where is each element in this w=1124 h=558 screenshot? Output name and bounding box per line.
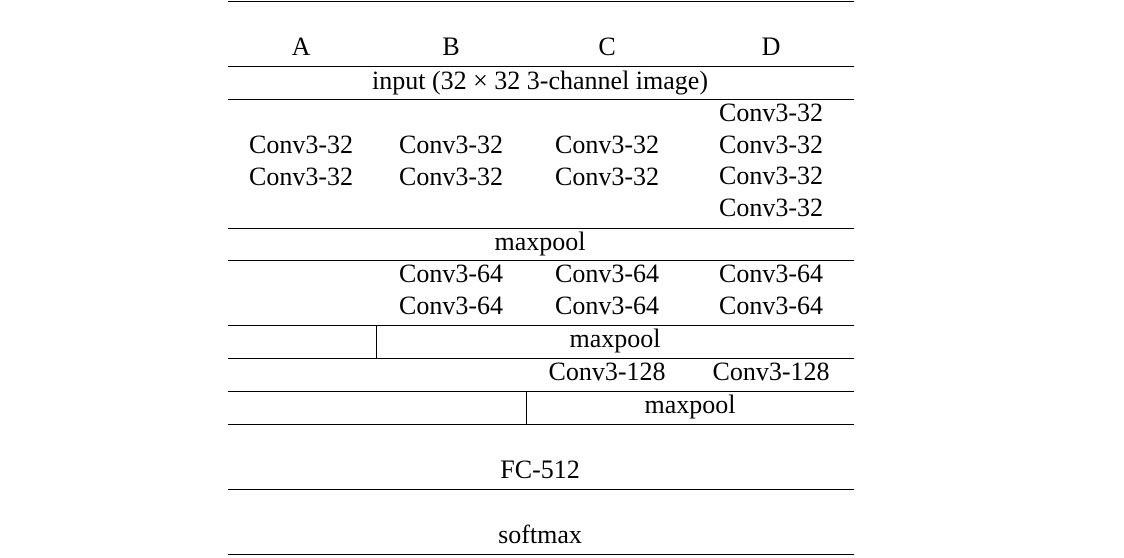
block3-column-c: Conv3-128 (548, 357, 666, 386)
input-rule (228, 99, 854, 100)
conv-layer: Conv3-32 (555, 161, 659, 191)
maxpool2-separator (376, 325, 377, 358)
input-row: input (32 × 32 3-channel image) (372, 66, 708, 95)
conv-layer: Conv3-32 (719, 192, 823, 222)
maxpool3-separator (526, 391, 527, 424)
conv-layer: Conv3-32 (249, 130, 353, 159)
fc-row: FC-512 (500, 455, 580, 484)
conv-layer: Conv3-64 (555, 290, 659, 320)
fc-rule (228, 489, 854, 490)
block2-column-b: Conv3-64 Conv3-64 (399, 258, 503, 321)
column-header-b: B (442, 32, 460, 61)
table-top-rule (228, 1, 854, 2)
table-bottom-rule (228, 554, 854, 555)
conv-layer: Conv3-64 (719, 290, 823, 320)
block2-column-c: Conv3-64 Conv3-64 (555, 258, 659, 321)
column-header-a: A (291, 32, 311, 61)
maxpool3-rule (228, 424, 854, 425)
conv-layer: Conv3-32 (555, 130, 659, 159)
conv-layer: Conv3-64 (555, 259, 659, 288)
conv-layer: Conv3-32 (249, 161, 353, 191)
block1-column-a: Conv3-32 Conv3-32 (249, 129, 353, 192)
conv-layer: Conv3-64 (399, 259, 503, 288)
block1-column-d: Conv3-32 Conv3-32 Conv3-32 Conv3-32 (719, 97, 823, 223)
header-rule (228, 66, 854, 67)
block1-column-b: Conv3-32 Conv3-32 (399, 129, 503, 192)
column-header-d: D (761, 32, 781, 61)
softmax-row: softmax (498, 520, 582, 549)
block3-column-d: Conv3-128 (712, 357, 830, 386)
block1-rule (228, 228, 854, 229)
conv-layer: Conv3-32 (399, 161, 503, 191)
conv-layer: Conv3-32 (719, 98, 823, 127)
conv-layer: Conv3-32 (719, 161, 823, 190)
maxpool-row-1: maxpool (494, 227, 586, 256)
conv-layer: Conv3-32 (719, 129, 823, 159)
maxpool-row-3: maxpool (644, 390, 736, 419)
maxpool2-rule (228, 358, 854, 359)
block2-column-d: Conv3-64 Conv3-64 (719, 258, 823, 321)
column-header-c: C (598, 32, 616, 61)
block2-rule (228, 325, 854, 326)
conv-layer: Conv3-32 (399, 130, 503, 159)
block3-rule (228, 391, 854, 392)
conv-layer: Conv3-64 (719, 259, 823, 288)
maxpool-row-2: maxpool (569, 324, 661, 353)
block1-column-c: Conv3-32 Conv3-32 (555, 129, 659, 192)
maxpool1-rule (228, 260, 854, 261)
conv-layer: Conv3-64 (399, 290, 503, 320)
